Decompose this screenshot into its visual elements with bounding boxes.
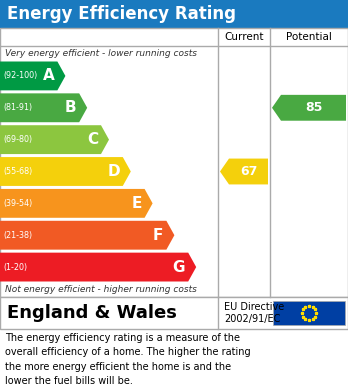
Text: D: D — [107, 164, 120, 179]
Polygon shape — [0, 125, 109, 154]
Text: Potential: Potential — [286, 32, 332, 42]
Text: Very energy efficient - lower running costs: Very energy efficient - lower running co… — [5, 48, 197, 57]
Polygon shape — [0, 61, 65, 90]
Text: 67: 67 — [240, 165, 257, 178]
Text: F: F — [153, 228, 164, 243]
Polygon shape — [0, 189, 153, 218]
Text: (81-91): (81-91) — [3, 103, 32, 112]
Bar — [0, 28, 348, 297]
Polygon shape — [0, 93, 87, 122]
Text: G: G — [173, 260, 185, 274]
Text: A: A — [43, 68, 54, 83]
Text: C: C — [87, 132, 98, 147]
Text: (21-38): (21-38) — [3, 231, 32, 240]
Text: 85: 85 — [305, 101, 322, 114]
Text: Energy Efficiency Rating: Energy Efficiency Rating — [7, 5, 236, 23]
Text: Not energy efficient - higher running costs: Not energy efficient - higher running co… — [5, 285, 197, 294]
Text: The energy efficiency rating is a measure of the
overall efficiency of a home. T: The energy efficiency rating is a measur… — [5, 333, 251, 386]
Bar — [0, 0, 348, 28]
Text: E: E — [131, 196, 142, 211]
Bar — [273, 301, 345, 325]
Polygon shape — [0, 157, 131, 186]
Text: (69-80): (69-80) — [3, 135, 32, 144]
Polygon shape — [0, 253, 196, 282]
Text: B: B — [65, 100, 76, 115]
Polygon shape — [272, 95, 346, 121]
Text: England & Wales: England & Wales — [7, 304, 177, 322]
Text: EU Directive
2002/91/EC: EU Directive 2002/91/EC — [224, 302, 284, 324]
Text: Current: Current — [224, 32, 264, 42]
Text: (55-68): (55-68) — [3, 167, 32, 176]
Polygon shape — [0, 221, 174, 249]
Text: (92-100): (92-100) — [3, 72, 37, 81]
Text: (39-54): (39-54) — [3, 199, 32, 208]
Polygon shape — [220, 159, 268, 185]
Bar — [0, 297, 348, 329]
Text: (1-20): (1-20) — [3, 263, 27, 272]
